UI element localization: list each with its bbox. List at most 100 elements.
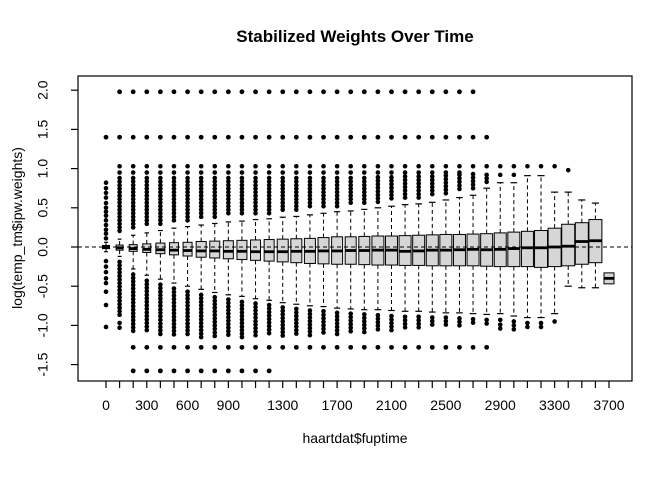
outlier-dot: [253, 200, 258, 206]
outlier-dot: [280, 89, 286, 95]
outlier-dot: [226, 318, 231, 323]
outlier-dot: [158, 200, 163, 206]
outlier-dot: [348, 182, 354, 188]
outlier-dot: [294, 327, 299, 333]
outlier-dot: [402, 89, 408, 95]
x-axis-tick-label: 2900: [485, 397, 516, 413]
outlier-dot: [226, 193, 231, 198]
outlier-dot: [484, 134, 490, 140]
outlier-dot: [253, 203, 258, 209]
box-rect: [222, 240, 234, 260]
outlier-dot: [185, 303, 190, 309]
outlier-dot: [117, 134, 122, 140]
outlier-dot: [402, 177, 408, 183]
outlier-dot: [307, 329, 313, 334]
outlier-dot: [198, 193, 204, 198]
outlier-dot: [280, 179, 286, 184]
outlier-dot: [117, 210, 122, 216]
outlier-dot: [225, 134, 231, 140]
outlier-dot: [321, 89, 326, 95]
outlier-dot: [307, 311, 313, 317]
outlier-dot: [294, 186, 299, 191]
outlier-dot: [429, 344, 435, 350]
outlier-dot: [239, 193, 245, 198]
outlier-dot: [253, 175, 258, 181]
outlier-dot: [484, 176, 489, 181]
outlier-dot: [226, 170, 231, 175]
outlier-dot: [117, 228, 122, 234]
outlier-dot: [198, 89, 204, 95]
outlier-dot: [130, 328, 136, 334]
outlier-dot: [144, 292, 150, 298]
outlier-dot: [375, 178, 381, 184]
outlier-dot: [334, 331, 340, 337]
outlier-dot: [321, 344, 326, 350]
outlier-dot: [389, 189, 394, 194]
outlier-dot: [185, 134, 190, 140]
outlier-dot: [361, 322, 367, 328]
outlier-dot: [212, 163, 218, 169]
outlier-dot: [389, 317, 394, 322]
x-axis-tick-label: 0: [102, 397, 110, 413]
boxplot-group: [425, 163, 439, 327]
outlier-dot: [361, 200, 367, 206]
outlier-dot: [103, 236, 109, 241]
outlier-dot: [158, 207, 163, 213]
outlier-dot: [375, 174, 381, 180]
outlier-dot: [158, 218, 163, 223]
outlier-dot: [294, 203, 299, 209]
outlier-dot: [185, 182, 190, 188]
outlier-dot: [416, 177, 421, 183]
outlier-dot: [198, 134, 204, 140]
outlier-dot: [144, 221, 150, 227]
outlier-dot: [457, 134, 462, 140]
x-axis-title: haartdat$fuptime: [302, 430, 408, 446]
outlier-dot: [511, 323, 517, 328]
outlier-dot: [253, 315, 258, 320]
outlier-dot: [212, 203, 218, 209]
outlier-dot: [185, 193, 190, 198]
outlier-dot: [294, 189, 299, 195]
outlier-dot: [158, 285, 163, 291]
outlier-dot: [375, 192, 381, 198]
outlier-dot: [348, 134, 354, 140]
outlier-dot: [226, 186, 231, 191]
outlier-dot: [402, 318, 408, 323]
outlier-dot: [239, 303, 245, 308]
outlier-dot: [239, 368, 245, 374]
outlier-dot: [225, 344, 231, 350]
outlier-dot: [130, 225, 136, 230]
outlier-dot: [348, 318, 354, 323]
outlier-dot: [361, 186, 367, 191]
outlier-dot: [198, 310, 204, 315]
outlier-dot: [198, 320, 204, 326]
outlier-dot: [103, 302, 109, 308]
boxplot-group: [520, 163, 534, 330]
outlier-rows: [103, 89, 490, 374]
outlier-dot: [158, 170, 163, 175]
outlier-dot: [239, 317, 245, 322]
outlier-dot: [239, 324, 245, 329]
outlier-dot: [117, 270, 122, 275]
outlier-dot: [239, 163, 245, 169]
outlier-dot: [389, 344, 394, 350]
outlier-dot: [484, 317, 489, 323]
x-axis-tick-label: 1700: [322, 397, 353, 413]
outlier-dot: [212, 305, 218, 311]
outlier-dot: [375, 170, 381, 175]
outlier-dot: [226, 175, 231, 181]
outlier-dot: [416, 181, 421, 186]
outlier-dot: [294, 193, 299, 198]
boxplot-group: [182, 163, 193, 337]
boxplot-group: [142, 163, 152, 333]
outlier-dot: [334, 310, 340, 316]
outlier-dot: [144, 134, 150, 140]
boxplot-group: [128, 163, 138, 334]
outlier-dot: [130, 210, 136, 216]
boxplot-group: [371, 163, 385, 332]
outlier-dot: [130, 325, 136, 330]
outlier-dot: [321, 200, 326, 206]
outlier-dot: [198, 170, 204, 175]
outlier-dot: [171, 193, 177, 198]
outlier-dot: [361, 329, 367, 335]
